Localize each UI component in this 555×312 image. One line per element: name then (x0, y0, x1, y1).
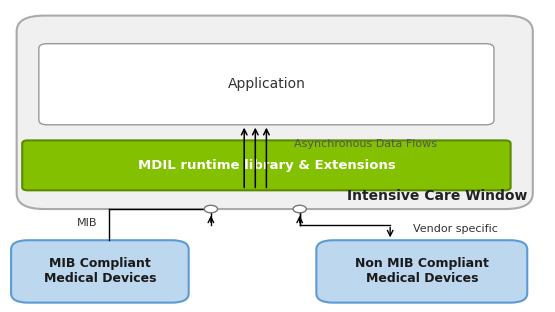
Text: MIB Compliant
Medical Devices: MIB Compliant Medical Devices (44, 257, 156, 285)
Text: Application: Application (228, 77, 305, 91)
Text: Non MIB Compliant
Medical Devices: Non MIB Compliant Medical Devices (355, 257, 489, 285)
Text: MIB: MIB (77, 218, 97, 228)
Text: MDIL runtime library & Extensions: MDIL runtime library & Extensions (138, 159, 395, 172)
Text: Asynchronous Data Flows: Asynchronous Data Flows (294, 139, 437, 149)
FancyBboxPatch shape (11, 240, 189, 303)
Circle shape (293, 205, 306, 213)
FancyBboxPatch shape (17, 16, 533, 209)
FancyBboxPatch shape (39, 44, 494, 125)
FancyBboxPatch shape (22, 140, 511, 190)
Circle shape (204, 205, 218, 213)
Text: Intensive Care Window: Intensive Care Window (347, 189, 527, 203)
FancyBboxPatch shape (316, 240, 527, 303)
Text: Vendor specific: Vendor specific (413, 224, 498, 234)
